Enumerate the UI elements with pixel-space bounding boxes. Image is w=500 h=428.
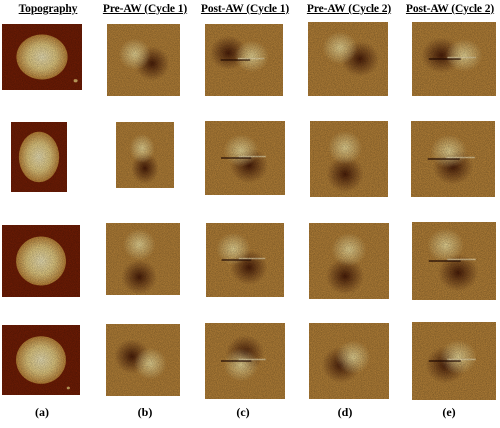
image-pre-aw-cycle-2-row-1: [308, 22, 388, 96]
image-pre-aw-cycle-1-row-3: [106, 223, 180, 295]
image-topography-row-2: [11, 122, 67, 192]
image-topography-row-1: [2, 24, 82, 90]
panel-label-d: (d): [337, 405, 353, 419]
image-post-aw-cycle-1-row-4: [205, 323, 285, 399]
image-post-aw-cycle-2-row-4: [412, 322, 496, 400]
header-pre-aw-cycle-2: Pre-AW (Cycle 2): [306, 3, 392, 15]
image-pre-aw-cycle-1-row-4: [106, 324, 180, 396]
panel-label-b: (b): [137, 405, 153, 419]
image-post-aw-cycle-1-row-1: [205, 24, 283, 96]
image-post-aw-cycle-2-row-3: [412, 222, 496, 300]
header-pre-aw-cycle-1: Pre-AW (Cycle 1): [102, 3, 188, 15]
header-post-aw-cycle-1: Post-AW (Cycle 1): [200, 3, 290, 15]
header-post-aw-cycle-2: Post-AW (Cycle 2): [405, 3, 495, 15]
image-pre-aw-cycle-1-row-2: [116, 122, 174, 188]
panel-label-e: (e): [442, 405, 456, 419]
image-pre-aw-cycle-1-row-1: [107, 24, 180, 96]
panel-label-c: (c): [236, 405, 250, 419]
image-pre-aw-cycle-2-row-2: [310, 121, 388, 197]
panel-label-a: (a): [35, 405, 49, 419]
image-pre-aw-cycle-2-row-4: [309, 323, 389, 399]
image-pre-aw-cycle-2-row-3: [309, 223, 389, 299]
image-post-aw-cycle-2-row-2: [411, 121, 495, 197]
image-post-aw-cycle-2-row-1: [412, 22, 496, 96]
header-topography: Topography: [18, 3, 78, 15]
image-topography-row-3: [2, 225, 80, 297]
image-post-aw-cycle-1-row-3: [206, 223, 284, 297]
image-topography-row-4: [2, 325, 80, 395]
image-post-aw-cycle-1-row-2: [205, 121, 285, 195]
